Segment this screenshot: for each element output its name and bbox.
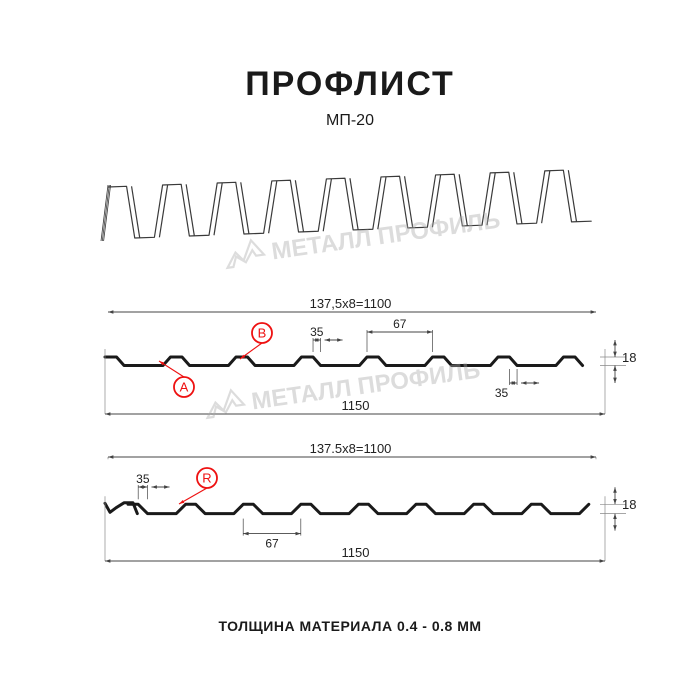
svg-text:67: 67 (393, 317, 407, 331)
svg-text:R: R (202, 471, 211, 486)
svg-text:18: 18 (622, 497, 636, 512)
svg-text:35: 35 (310, 325, 324, 339)
svg-text:B: B (258, 326, 267, 341)
svg-text:35: 35 (495, 386, 509, 400)
svg-text:МЕТАЛЛ ПРОФИЛЬ: МЕТАЛЛ ПРОФИЛЬ (270, 207, 502, 266)
svg-text:67: 67 (265, 537, 279, 551)
svg-text:18: 18 (622, 350, 636, 365)
svg-text:A: A (180, 380, 189, 395)
svg-text:1150: 1150 (342, 545, 370, 560)
svg-text:35: 35 (136, 472, 150, 486)
svg-text:137.5x8=1100: 137.5x8=1100 (310, 441, 392, 456)
svg-text:137,5x8=1100: 137,5x8=1100 (310, 296, 392, 311)
